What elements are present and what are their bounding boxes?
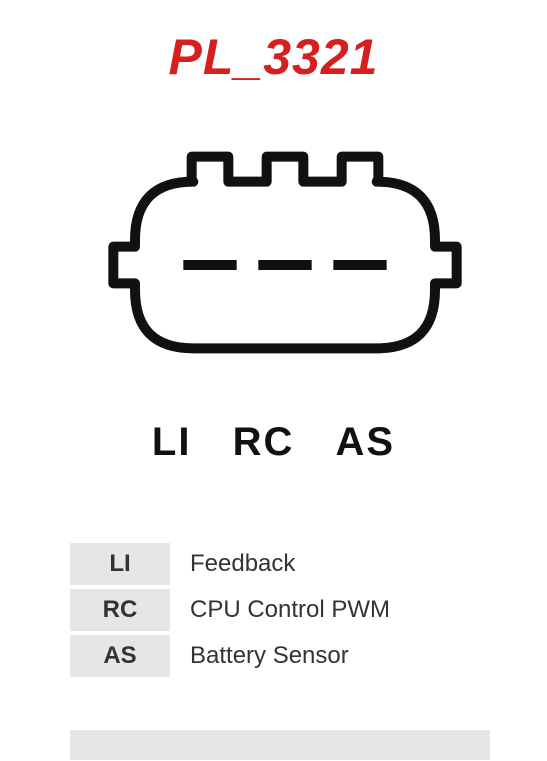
part-number-title: PL_3321: [0, 28, 547, 86]
bottom-bar-left: [70, 730, 170, 760]
table-row: AS Battery Sensor: [70, 635, 490, 677]
legend-code: LI: [70, 543, 170, 585]
pin-label-li: LI: [152, 420, 192, 465]
legend-table: LI Feedback RC CPU Control PWM AS Batter…: [70, 543, 490, 677]
legend-desc: CPU Control PWM: [170, 589, 490, 631]
bottom-bar: [70, 730, 490, 760]
table-row: RC CPU Control PWM: [70, 589, 490, 631]
pin-label-rc: RC: [233, 420, 295, 465]
pin-labels-row: LI RC AS: [0, 420, 547, 465]
table-row: LI Feedback: [70, 543, 490, 585]
legend-code: RC: [70, 589, 170, 631]
connector-diagram: [95, 140, 475, 390]
legend-code: AS: [70, 635, 170, 677]
legend-desc: Battery Sensor: [170, 635, 490, 677]
bottom-bar-right: [170, 730, 490, 760]
pin-label-as: AS: [336, 420, 396, 465]
legend-desc: Feedback: [170, 543, 490, 585]
